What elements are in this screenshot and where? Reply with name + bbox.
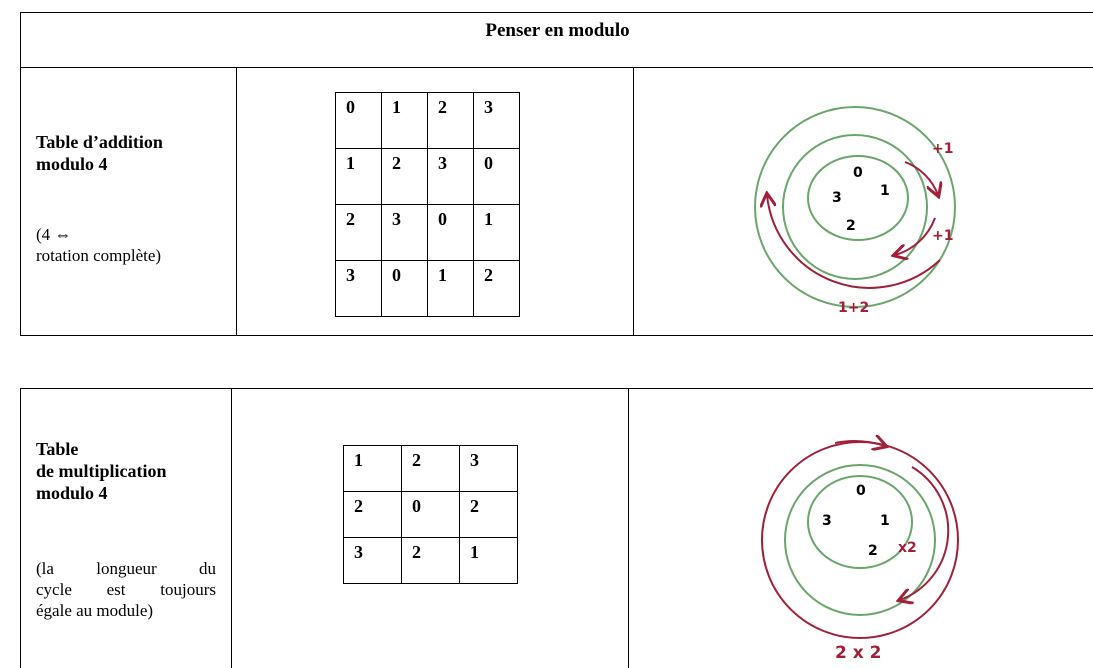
col-divider [633, 67, 634, 336]
table-cell: 2 [343, 491, 402, 538]
table-cell: 3 [473, 92, 520, 149]
label-line: de multiplication [36, 461, 167, 481]
table-cell: 1 [343, 445, 402, 492]
multiplication-figure [761, 441, 959, 639]
note-line: (4 ⇔ [36, 225, 72, 244]
step: +1 [932, 228, 953, 244]
table-cell: 2 [381, 148, 428, 205]
table-cell: 2 [473, 260, 520, 317]
col-divider [628, 388, 629, 668]
table-cell: 0 [381, 260, 428, 317]
row-divider [20, 67, 1093, 68]
addition-frame [20, 12, 1093, 336]
step: x2 [898, 540, 917, 556]
table-cell: 1 [459, 537, 518, 584]
digit: 1 [880, 183, 890, 199]
label-line: modulo 4 [36, 483, 108, 503]
table-cell: 3 [343, 537, 402, 584]
label-line: Table [36, 439, 79, 459]
note-line: (la longueur du [36, 559, 216, 578]
addition-label: Table d’addition modulo 4 [36, 131, 163, 175]
table-cell: 3 [427, 148, 474, 205]
multiplication-frame [20, 388, 1093, 668]
digit: 2 [868, 543, 878, 559]
note-line: cycle est toujours [36, 580, 216, 599]
table-cell: 0 [473, 148, 520, 205]
digit: 1 [880, 513, 890, 529]
page-title: Penser en modulo [485, 20, 630, 41]
multiplication-note: (la longueur du cycle est toujours égale… [36, 558, 216, 621]
label-line: modulo 4 [36, 154, 108, 174]
table-cell: 3 [459, 445, 518, 492]
table-cell: 1 [473, 204, 520, 261]
table-cell: 2 [401, 537, 460, 584]
col-divider [236, 67, 237, 336]
table-cell: 0 [427, 204, 474, 261]
addition-note: (4 ⇔ rotation complète) [36, 224, 161, 266]
digit: 3 [832, 190, 842, 206]
table-cell: 0 [335, 92, 382, 149]
multiplication-label: Table de multiplication modulo 4 [36, 438, 167, 504]
digit: 0 [856, 483, 866, 499]
table-cell: 3 [381, 204, 428, 261]
figure-labels: 0 1 2 3 +1 +1 1+2 0 1 2 3 x2 2 x 2 [822, 141, 953, 663]
table-cell: 2 [401, 445, 460, 492]
table-cell: 2 [459, 491, 518, 538]
caption: 1+2 [838, 300, 869, 316]
table-cell: 1 [427, 260, 474, 317]
table-cell: 0 [401, 491, 460, 538]
note-line: rotation complète) [36, 246, 162, 265]
table-cell: 2 [427, 92, 474, 149]
caption: 2 x 2 [835, 643, 881, 663]
note-line: égale au module) [36, 601, 154, 620]
table-cell: 1 [335, 148, 382, 205]
label-line: Table d’addition [36, 132, 163, 152]
table-cell: 2 [335, 204, 382, 261]
table-cell: 3 [335, 260, 382, 317]
col-divider [231, 388, 232, 668]
digit: 2 [846, 218, 856, 234]
addition-figure [754, 106, 956, 308]
digit: 3 [822, 513, 832, 529]
step: +1 [932, 141, 953, 157]
table-cell: 1 [381, 92, 428, 149]
digit: 0 [853, 165, 863, 181]
